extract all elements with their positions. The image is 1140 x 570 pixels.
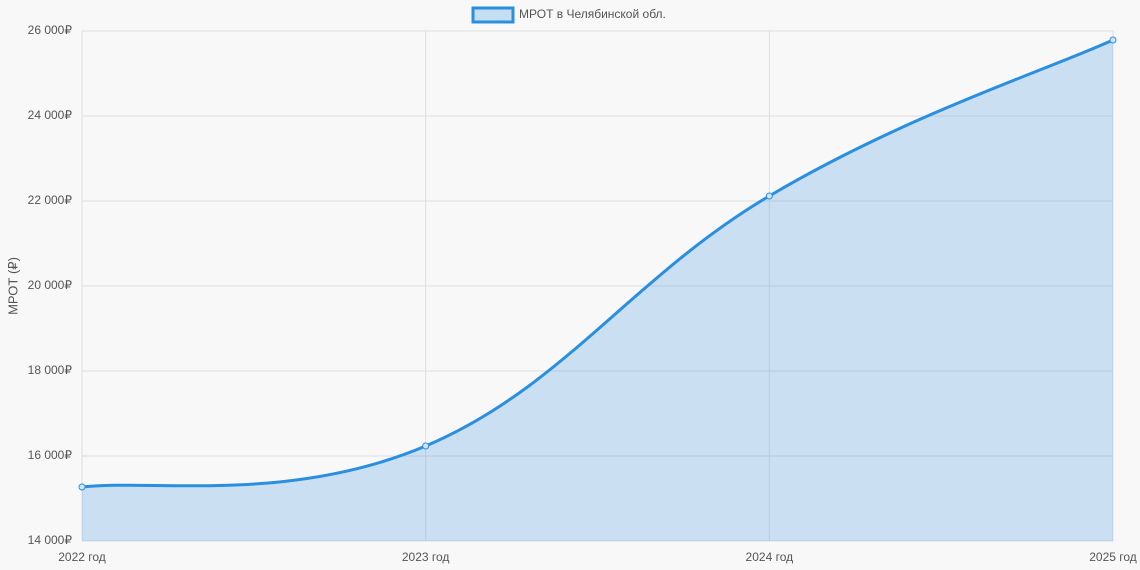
- y-tick-label: 22 000₽: [28, 193, 73, 207]
- y-tick-label: 20 000₽: [28, 278, 73, 292]
- y-tick-label: 26 000₽: [28, 23, 73, 37]
- line: [81, 38, 1114, 489]
- y-tick-label: 16 000₽: [28, 448, 73, 462]
- point: [1109, 36, 1117, 44]
- x-tick-label: 2024 год: [746, 550, 794, 564]
- x-tick-label: 2023 год: [402, 550, 450, 564]
- point: [422, 442, 430, 450]
- legend-swatch: [471, 6, 515, 24]
- point: [765, 192, 773, 200]
- y-tick-label: 18 000₽: [28, 363, 73, 377]
- x-tick-label: 2025 год: [1089, 550, 1137, 564]
- legend-label: МРОТ в Челябинской обл.: [519, 7, 666, 21]
- y-axis-title: МРОТ (₽): [5, 257, 20, 315]
- x-tick-label: 2022 год: [58, 550, 106, 564]
- y-tick-label: 14 000₽: [28, 533, 73, 547]
- y-tick-label: 24 000₽: [28, 108, 73, 122]
- area: [82, 40, 1113, 541]
- point: [78, 483, 86, 491]
